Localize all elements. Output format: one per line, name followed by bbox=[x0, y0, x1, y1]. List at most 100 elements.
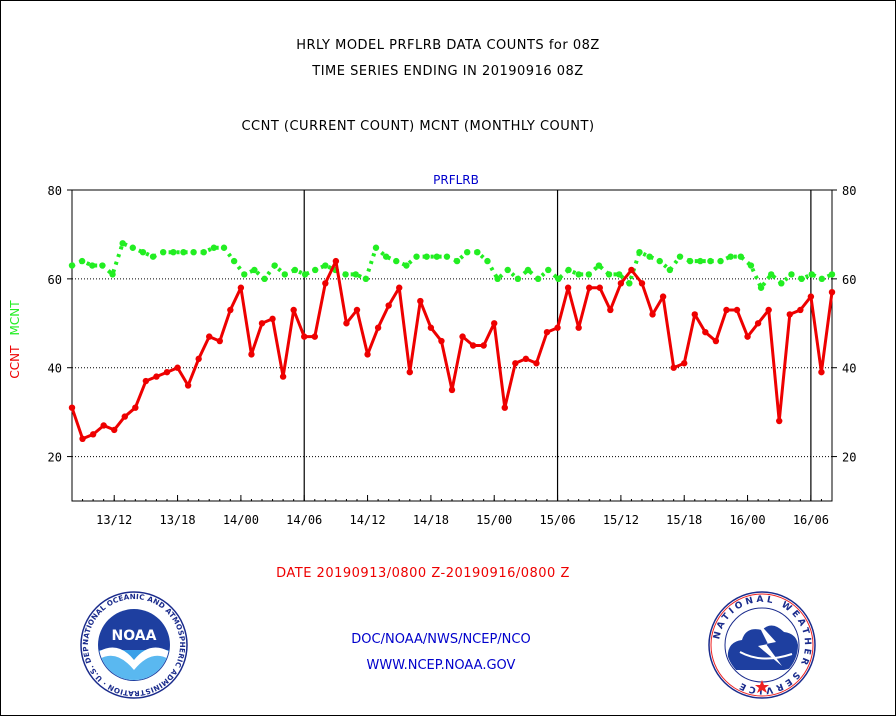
data-point-ccnt bbox=[174, 364, 181, 371]
data-point-mcnt bbox=[504, 266, 511, 274]
data-point-ccnt bbox=[649, 311, 656, 318]
data-point-ccnt bbox=[617, 280, 625, 287]
data-point-ccnt bbox=[79, 435, 86, 442]
data-point-mcnt bbox=[616, 271, 623, 278]
data-point-mcnt bbox=[301, 271, 309, 278]
data-point-ccnt bbox=[543, 328, 551, 336]
data-point-mcnt bbox=[433, 253, 440, 260]
data-point-ccnt bbox=[712, 337, 720, 345]
y-tick-label-right: 20 bbox=[842, 451, 856, 465]
data-point-ccnt bbox=[269, 315, 276, 323]
data-point-mcnt bbox=[170, 249, 177, 256]
data-point-ccnt bbox=[512, 360, 519, 367]
x-tick-label: 13/12 bbox=[96, 513, 132, 527]
data-point-mcnt bbox=[372, 244, 380, 251]
data-point-mcnt bbox=[808, 271, 815, 278]
data-point-ccnt bbox=[691, 311, 698, 318]
data-point-mcnt bbox=[322, 262, 329, 269]
data-point-ccnt bbox=[659, 293, 667, 300]
data-point-ccnt bbox=[227, 306, 234, 314]
data-point-ccnt bbox=[322, 280, 329, 287]
data-point-mcnt bbox=[261, 275, 268, 283]
data-point-mcnt bbox=[68, 262, 76, 269]
y-tick-label-left: 20 bbox=[48, 451, 62, 465]
data-point-mcnt bbox=[382, 253, 390, 260]
data-point-ccnt bbox=[353, 306, 361, 314]
data-point-mcnt bbox=[160, 249, 167, 256]
data-point-ccnt bbox=[438, 337, 445, 345]
data-point-mcnt bbox=[768, 271, 775, 278]
data-point-ccnt bbox=[564, 284, 572, 291]
data-point-mcnt bbox=[585, 271, 592, 278]
data-point-mcnt bbox=[89, 262, 96, 269]
data-point-mcnt bbox=[99, 262, 106, 269]
data-point-ccnt bbox=[279, 373, 287, 380]
data-point-ccnt bbox=[184, 382, 192, 389]
x-tick-label: 15/00 bbox=[476, 513, 512, 527]
data-point-mcnt bbox=[595, 262, 603, 269]
data-point-ccnt bbox=[670, 364, 677, 371]
x-tick-label: 16/06 bbox=[793, 513, 829, 527]
data-point-mcnt bbox=[555, 275, 562, 283]
data-point-ccnt bbox=[100, 422, 107, 429]
data-point-mcnt bbox=[149, 253, 157, 260]
data-point-mcnt bbox=[717, 257, 724, 265]
data-point-mcnt bbox=[545, 266, 552, 274]
data-point-ccnt bbox=[258, 320, 266, 327]
data-point-mcnt bbox=[119, 240, 126, 247]
x-tick-label: 14/12 bbox=[349, 513, 385, 527]
data-point-mcnt bbox=[666, 266, 674, 274]
data-point-mcnt bbox=[474, 249, 481, 256]
y-axis-label-mcnt: MCNT bbox=[8, 300, 22, 336]
data-point-mcnt bbox=[524, 266, 532, 274]
data-point-mcnt bbox=[818, 275, 826, 283]
noaa-logo-text: NOAA bbox=[112, 628, 157, 644]
data-point-mcnt bbox=[423, 253, 430, 260]
data-point-ccnt bbox=[374, 324, 382, 331]
data-point-ccnt bbox=[417, 297, 424, 305]
data-point-mcnt bbox=[281, 271, 288, 278]
data-point-ccnt bbox=[575, 324, 582, 331]
data-point-mcnt bbox=[747, 262, 755, 269]
data-point-ccnt bbox=[681, 360, 688, 367]
data-point-ccnt bbox=[818, 368, 825, 376]
data-point-mcnt bbox=[788, 271, 795, 278]
data-point-mcnt bbox=[565, 266, 572, 274]
data-point-ccnt bbox=[491, 320, 498, 327]
y-tick-label-left: 60 bbox=[48, 273, 62, 287]
x-tick-label: 14/06 bbox=[286, 513, 322, 527]
data-point-ccnt bbox=[206, 333, 213, 340]
data-point-mcnt bbox=[646, 253, 653, 260]
data-point-ccnt bbox=[522, 355, 530, 363]
data-point-ccnt bbox=[364, 351, 371, 358]
data-point-ccnt bbox=[396, 284, 403, 291]
data-point-ccnt bbox=[216, 337, 223, 345]
data-point-ccnt bbox=[459, 333, 466, 340]
date-range-label: DATE 20190913/0800 Z-20190916/0800 Z bbox=[276, 566, 570, 581]
data-point-mcnt bbox=[534, 275, 542, 283]
data-point-mcnt bbox=[129, 244, 136, 251]
data-point-mcnt bbox=[443, 253, 451, 260]
data-point-ccnt bbox=[301, 333, 308, 340]
data-point-ccnt bbox=[195, 355, 202, 363]
y-tick-label-left: 80 bbox=[48, 184, 62, 198]
data-point-mcnt bbox=[230, 257, 238, 265]
data-point-ccnt bbox=[586, 284, 593, 291]
data-point-ccnt bbox=[733, 306, 741, 314]
data-point-mcnt bbox=[200, 249, 207, 256]
data-point-mcnt bbox=[514, 275, 522, 283]
data-point-mcnt bbox=[686, 257, 694, 265]
data-point-ccnt bbox=[111, 426, 118, 434]
data-point-ccnt bbox=[807, 293, 815, 300]
x-tick-label: 15/12 bbox=[603, 513, 639, 527]
data-point-mcnt bbox=[737, 253, 744, 260]
data-point-mcnt bbox=[190, 249, 197, 256]
data-point-ccnt bbox=[596, 284, 603, 291]
data-point-ccnt bbox=[142, 377, 150, 385]
data-point-mcnt bbox=[241, 271, 248, 278]
nws-logo: NATIONAL WEATHER SERVICE bbox=[708, 591, 816, 699]
data-point-mcnt bbox=[312, 266, 319, 274]
data-point-ccnt bbox=[237, 284, 245, 291]
y-tick-label-right: 60 bbox=[842, 273, 856, 287]
data-point-ccnt bbox=[132, 404, 139, 411]
